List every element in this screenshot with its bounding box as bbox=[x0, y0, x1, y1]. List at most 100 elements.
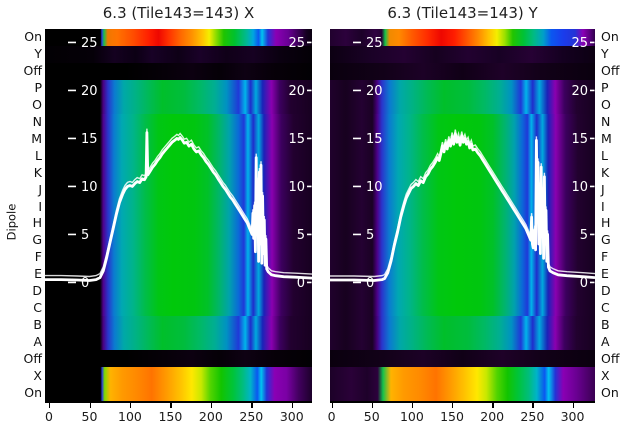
dipole-row-label-right: J bbox=[601, 181, 605, 197]
heatmap-row bbox=[45, 198, 312, 215]
heatmap-row bbox=[45, 62, 312, 80]
panel-title: 6.3 (Tile143=143) X bbox=[102, 4, 255, 22]
heatmap-row bbox=[330, 282, 595, 300]
x-tick-label: 150 bbox=[440, 409, 464, 424]
x-tick bbox=[492, 403, 494, 408]
dipole-row-label-right: X bbox=[601, 367, 610, 383]
dipole-row-label-right: E bbox=[601, 266, 609, 282]
x-tick-label: 300 bbox=[279, 409, 304, 424]
dipole-row-label-left: On bbox=[24, 29, 42, 45]
inner-power-tick-label-right: 15 bbox=[571, 132, 588, 147]
inner-power-tick-label-left: 20 bbox=[366, 84, 383, 99]
dipole-row-label-left: Off bbox=[23, 350, 42, 366]
inner-power-tick-label-right: 25 bbox=[571, 36, 588, 51]
heatmap-panel: 25 25 20 20 15 15 10 10 5 5 0 0 bbox=[330, 29, 595, 401]
heatmap-row bbox=[45, 113, 312, 131]
x-tick-label: 200 bbox=[480, 409, 505, 424]
dipole-row-label-left: X bbox=[33, 367, 42, 383]
heatmap-row bbox=[45, 333, 312, 351]
dipole-row-label-right: On bbox=[601, 384, 619, 400]
heatmap-row bbox=[330, 164, 595, 182]
heatmap-row bbox=[330, 62, 595, 80]
x-axis-spine bbox=[45, 401, 312, 403]
dipole-row-label-left: Y bbox=[34, 46, 42, 62]
heatmap-row bbox=[330, 214, 595, 232]
heatmap-row bbox=[45, 248, 312, 266]
dipole-row-label-right: F bbox=[601, 249, 609, 265]
x-tick-label: 200 bbox=[198, 409, 223, 424]
inner-power-tick-label-right: 10 bbox=[571, 180, 588, 195]
inner-power-tick-label-left: 20 bbox=[81, 84, 98, 99]
beam-profile-line-shadow bbox=[45, 128, 312, 278]
x-tick bbox=[532, 403, 534, 408]
inner-power-tick-label-right: 5 bbox=[580, 228, 588, 243]
heatmap-row bbox=[45, 350, 312, 368]
heatmap-row bbox=[330, 248, 595, 266]
heatmap-row bbox=[45, 79, 312, 97]
beam-profile-line-shadow bbox=[330, 129, 595, 278]
x-tick bbox=[210, 403, 213, 408]
x-tick bbox=[129, 403, 132, 408]
dipole-row-label-right: B bbox=[601, 316, 610, 332]
x-tick-label: 0 bbox=[327, 409, 336, 424]
inner-power-tick-label-left: 15 bbox=[81, 132, 98, 147]
panel-overlay: 25 25 20 20 15 15 10 10 5 5 0 0 bbox=[330, 36, 595, 291]
x-tick bbox=[170, 403, 172, 408]
dipole-row-label-left: C bbox=[33, 300, 42, 315]
dipole-row-label-right: Off bbox=[601, 350, 620, 366]
dipole-row-label-left: M bbox=[31, 130, 42, 146]
heatmap-row bbox=[45, 181, 312, 199]
x-tick bbox=[89, 403, 91, 408]
dipole-row-label-left: H bbox=[32, 215, 42, 231]
dipole-row-label-right: A bbox=[601, 333, 610, 349]
x-tick-label: 0 bbox=[45, 409, 53, 424]
heatmap-row bbox=[330, 384, 595, 401]
x-tick bbox=[251, 403, 253, 408]
dipole-row-label-right: D bbox=[601, 283, 611, 299]
dipole-row-label-right: P bbox=[601, 80, 609, 96]
dipole-row-label-right: N bbox=[601, 114, 611, 129]
dipole-row-label-left: J bbox=[38, 181, 42, 197]
heatmap-row bbox=[330, 265, 595, 283]
inner-power-tick-label-right: 10 bbox=[288, 180, 305, 195]
dipole-row-label-right: I bbox=[601, 198, 605, 214]
dipole-row-label-left: B bbox=[33, 316, 42, 332]
heatmap-row bbox=[45, 96, 312, 114]
dipole-row-label-right: G bbox=[601, 232, 611, 248]
panel-overlay: 25 25 20 20 15 15 10 10 5 5 0 0 bbox=[45, 36, 312, 291]
heatmap-row bbox=[330, 299, 595, 317]
dipole-row-label-right: Y bbox=[601, 46, 609, 62]
inner-power-tick-label-left: 25 bbox=[81, 36, 98, 51]
x-tick-label: 100 bbox=[118, 409, 142, 424]
heatmap-row bbox=[330, 367, 595, 385]
beam-profile-line bbox=[45, 131, 312, 282]
inner-power-tick-label-right: 20 bbox=[571, 84, 588, 99]
inner-power-tick-label-left: 5 bbox=[366, 228, 374, 243]
x-tick bbox=[371, 403, 374, 408]
x-tick-label: 100 bbox=[399, 409, 424, 424]
heatmap-row bbox=[330, 198, 595, 215]
heatmap-row bbox=[330, 147, 595, 165]
inner-power-tick-label-left: 5 bbox=[81, 228, 89, 243]
dipole-row-label-left: E bbox=[34, 266, 42, 282]
heatmap-row bbox=[330, 316, 595, 334]
dipole-row-label-right: On bbox=[601, 29, 619, 45]
inner-power-tick-label-right: 5 bbox=[297, 228, 305, 243]
inner-power-tick-label-left: 0 bbox=[366, 276, 374, 291]
dipole-row-label-right: M bbox=[601, 130, 612, 146]
dipole-row-label-left: A bbox=[33, 333, 42, 349]
heatmap-row bbox=[45, 316, 312, 334]
inner-power-tick-label-left: 10 bbox=[366, 180, 383, 195]
inner-power-tick-label-left: 25 bbox=[366, 36, 383, 51]
x-tick bbox=[331, 403, 333, 408]
inner-power-tick-label-right: 25 bbox=[288, 36, 305, 51]
dipole-row-label-right: Off bbox=[601, 63, 620, 79]
dipole-row-label-left: F bbox=[34, 249, 42, 265]
inner-power-tick-label-left: 10 bbox=[81, 180, 98, 195]
heatmap-row bbox=[45, 299, 312, 317]
inner-power-tick-label-right: 15 bbox=[288, 132, 305, 147]
x-tick-label: 300 bbox=[560, 409, 585, 424]
x-tick bbox=[572, 403, 574, 408]
inner-power-tick-label-right: 0 bbox=[297, 276, 305, 291]
heatmap-row bbox=[330, 45, 595, 63]
